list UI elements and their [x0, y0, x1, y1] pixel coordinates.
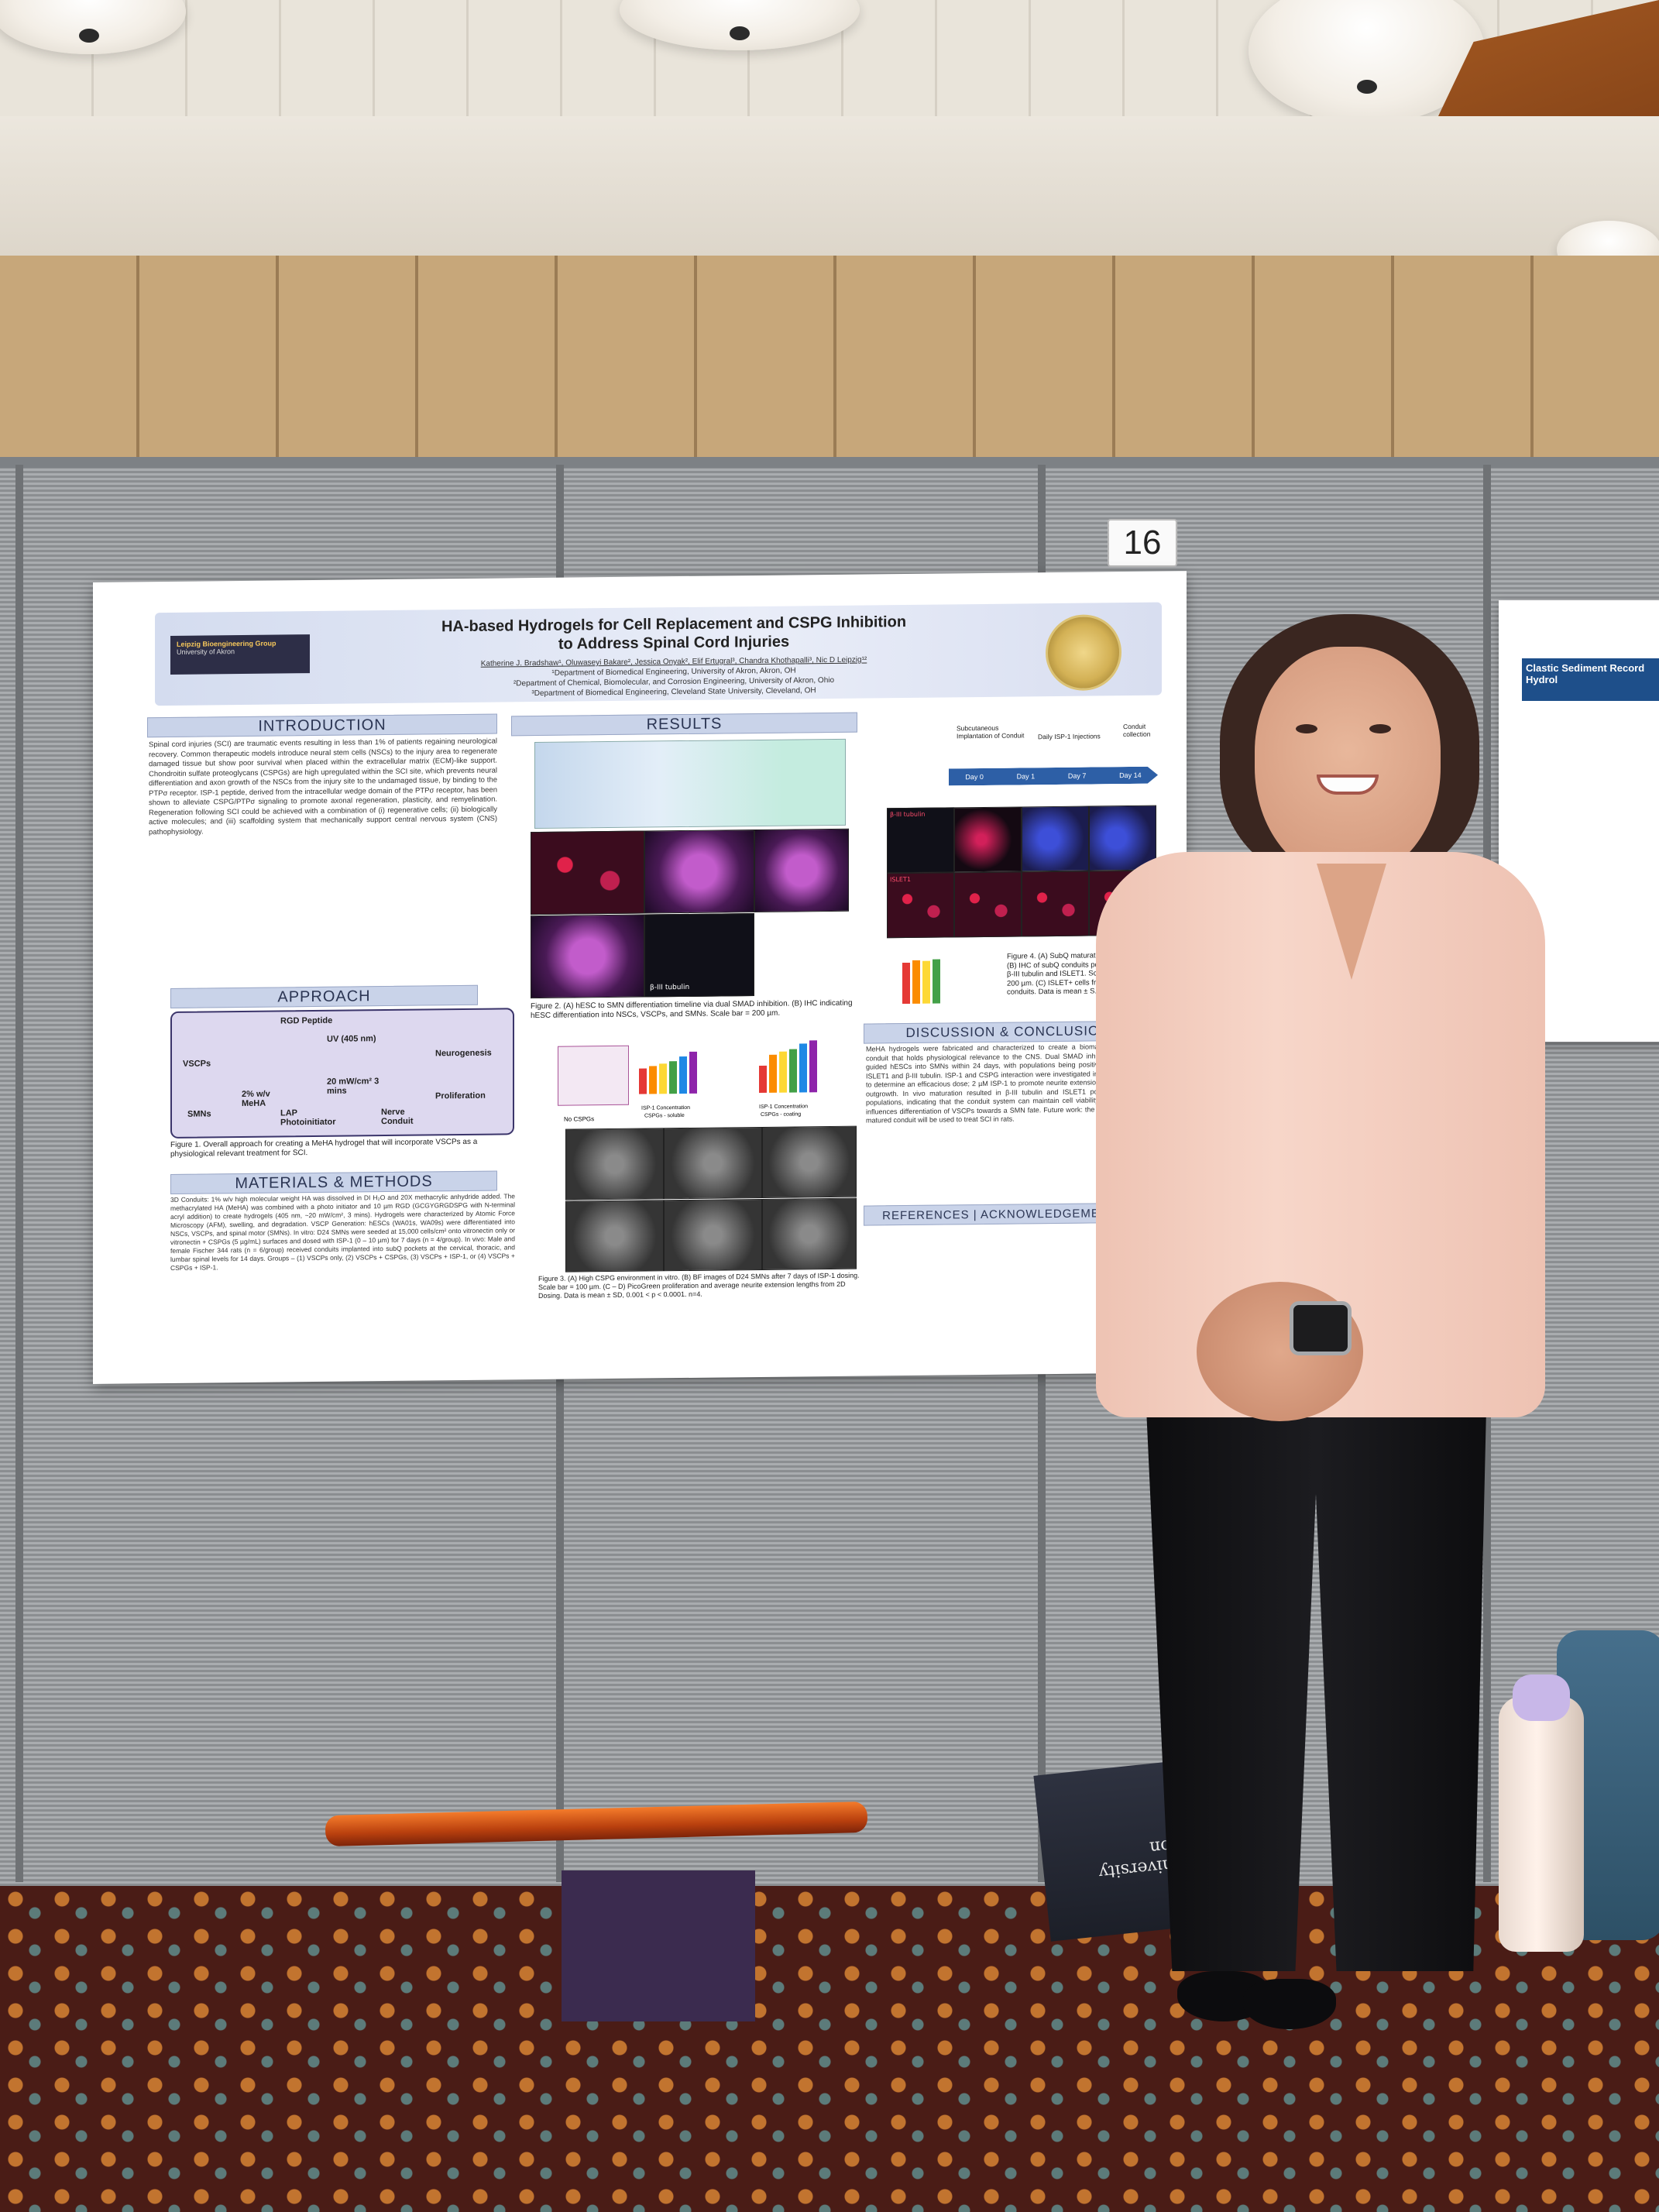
figure3b-image [565, 1128, 664, 1200]
person-face [1255, 647, 1441, 879]
figure2a-timeline [534, 738, 846, 830]
person-smile [1317, 775, 1379, 795]
poster-authors: Katherine J. Bradshaw¹, Oluwaseyi Bakare… [325, 653, 1022, 700]
timeline-day: Day 0 [965, 772, 984, 781]
figure3a-no-cspgs: No CSPGs [564, 1115, 595, 1123]
section-materials-methods: MATERIALS & METHODS [170, 1170, 497, 1194]
person-eye [1296, 724, 1317, 733]
chart-bar [669, 1061, 677, 1094]
figure2b-image-islet1 [531, 914, 644, 999]
figure3b-image [762, 1125, 857, 1198]
board-frame [0, 457, 1659, 468]
figure3d-chart [759, 1038, 817, 1093]
discussion-text: MeHA hydrogels were fabricated and chara… [866, 1042, 1114, 1125]
neighbor-poster-title: Clastic Sediment Record Hydrol [1522, 658, 1659, 701]
figure4b-image [1022, 805, 1089, 872]
approach-peptide: RGD Peptide [280, 1015, 333, 1026]
approach-dose: 20 mW/cm² 3 mins [327, 1077, 380, 1096]
research-poster: Leipzig Bioengineering Group University … [93, 571, 1187, 1384]
intro-text: Spinal cord injuries (SCI) are traumatic… [149, 737, 497, 836]
figure2b-image-biii-tubulin: β-III tubulin [644, 913, 754, 998]
approach-diagram: RGD Peptide UV (405 nm) VSCPs 2% w/v MeH… [170, 1008, 514, 1139]
chart-bar [649, 1066, 657, 1094]
figure-tag-islet1: ISLET1 [890, 875, 911, 884]
lab-logo-sub: University of Akron [177, 647, 235, 656]
figure4c-chart [902, 950, 940, 1005]
figure3b-image [664, 1198, 762, 1272]
bottle-cap [1513, 1674, 1570, 1721]
figure3c-sublabel: CSPGs - soluble [644, 1113, 685, 1119]
chart-bar [779, 1051, 787, 1093]
approach-uv: UV (405 nm) [327, 1034, 376, 1044]
person-eye [1369, 724, 1391, 733]
chart-bar [809, 1040, 817, 1093]
chart-bar [679, 1056, 687, 1094]
approach-conduit: Nerve Conduit [381, 1107, 414, 1127]
section-introduction: INTRODUCTION [147, 713, 497, 738]
chart-bar [912, 960, 920, 1004]
poster-title: HA-based Hydrogels for Cell Replacement … [325, 611, 1022, 655]
figure3a-diagram [558, 1045, 629, 1106]
figure2b-image-olig2 [754, 828, 849, 913]
smartwatch-icon [1290, 1301, 1352, 1355]
chart-bar [799, 1043, 807, 1093]
figure4b-image [954, 806, 1022, 873]
figure3b-image [664, 1126, 762, 1200]
timeline-day: Day 14 [1119, 771, 1142, 780]
figure4b-image [1022, 871, 1089, 937]
figure2b-image-pax6 [644, 830, 754, 914]
figure3b-image [565, 1200, 664, 1273]
figure4b-image [1089, 805, 1156, 871]
figure2-caption: Figure 2. (A) hESC to SMN differentiatio… [531, 998, 853, 1021]
water-bottle [1499, 1674, 1584, 1952]
figure-tag-biii: β-III tubulin [890, 810, 926, 819]
approach-neurogenesis: Neurogenesis [435, 1048, 492, 1059]
timeline-day: Day 1 [1016, 772, 1036, 781]
binder [562, 1870, 755, 2021]
figure1-caption: Figure 1. Overall approach for creating … [170, 1137, 478, 1159]
figure3c-label: ISP-1 Concentration [641, 1104, 691, 1111]
figure4b-image: β-III tubulin [887, 807, 954, 874]
methods-text: 3D Conduits: 1% w/v high molecular weigh… [170, 1192, 515, 1272]
figure4b-image [954, 871, 1022, 938]
chart-bar [759, 1065, 767, 1093]
chart-bar [789, 1049, 797, 1093]
figure3d-sublabel: CSPGs - coating [761, 1111, 802, 1118]
approach-proliferation: Proliferation [435, 1091, 486, 1101]
section-approach: APPROACH [170, 984, 478, 1008]
approach-meha: 2% w/v MeHA [242, 1089, 270, 1108]
chart-bar [769, 1054, 777, 1093]
chart-bar [659, 1063, 667, 1094]
section-results: RESULTS [511, 712, 857, 737]
figure3b-image [762, 1197, 857, 1270]
chart-bar [902, 962, 910, 1005]
lab-logo: Leipzig Bioengineering Group University … [170, 634, 310, 675]
figure4a-header-2: Daily ISP-1 Injections [1038, 732, 1101, 741]
chart-bar [933, 959, 940, 1004]
figure-tag-biii: β-III tubulin [650, 983, 690, 992]
approach-smns: SMNs [187, 1109, 211, 1119]
chart-bar [639, 1068, 647, 1094]
figure4a-header-1: Subcutaneous Implantation of Conduit [957, 723, 1025, 740]
soffit [0, 116, 1659, 256]
figure4b-image: ISLET1 [887, 872, 954, 939]
chart-bar [689, 1051, 697, 1094]
approach-photoinitiator: LAP Photoinitiator [280, 1108, 336, 1128]
booth-number-tag: 16 [1108, 519, 1177, 567]
figure3-caption: Figure 3. (A) High CSPG environment in v… [538, 1271, 860, 1300]
figure2b-image-sox2 [531, 830, 644, 915]
figure3d-label: ISP-1 Concentration [759, 1104, 809, 1110]
board-seam [15, 465, 23, 1882]
timeline-day: Day 7 [1067, 771, 1087, 780]
figure3c-chart [639, 1047, 697, 1094]
chart-bar [922, 960, 930, 1004]
figure4a-timeline: Day 0 Day 1 Day 7 Day 14 [949, 767, 1158, 786]
person-shoe [1243, 1979, 1336, 2029]
approach-vscps: VSCPs [183, 1059, 211, 1069]
figure4a-header-3: Conduit collection [1123, 722, 1151, 739]
